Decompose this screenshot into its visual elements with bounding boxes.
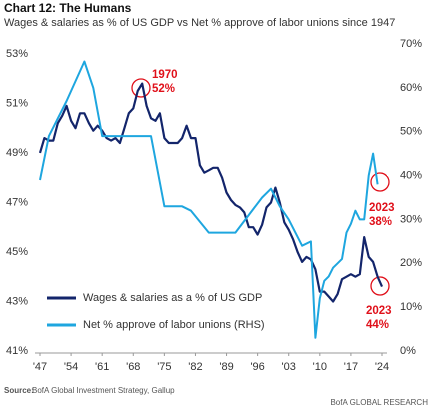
annotation: 38% [369, 216, 392, 228]
y2-tick-label: 0% [400, 345, 416, 357]
source: BofA Global Investment Strategy, Gallup [32, 386, 175, 395]
legend-label: Wages & salaries as a % of US GDP [83, 292, 262, 304]
y2-tick-label: 10% [400, 301, 422, 313]
series-line [39, 60, 379, 339]
annotation: 2023 [369, 202, 395, 214]
series-line [38, 82, 384, 303]
chart-subtitle: Wages & salaries as % of US GDP vs Net %… [4, 17, 395, 29]
y-tick-label: 47% [6, 196, 28, 208]
source-label: Source: [4, 386, 34, 395]
legend-label: Net % approve of labor unions (RHS) [83, 319, 265, 331]
highlight-circle [131, 78, 151, 98]
y-tick-label: 41% [6, 345, 28, 357]
brand: BofA GLOBAL RESEARCH [330, 398, 428, 407]
x-tick-label: '54 [64, 361, 78, 373]
y2-tick-label: 60% [400, 82, 422, 94]
x-tick-label: '96 [250, 361, 264, 373]
x-tick-label: '03 [282, 361, 296, 373]
x-tick-label: '10 [313, 361, 327, 373]
y2-tick-label: 50% [400, 126, 422, 138]
annotation: 52% [152, 83, 175, 95]
y-tick-label: 45% [6, 246, 28, 258]
chart-title: Chart 12: The Humans [4, 1, 132, 15]
x-tick-label: '82 [188, 361, 202, 373]
x-tick-label: '68 [126, 361, 140, 373]
x-tick-label: '47 [33, 361, 47, 373]
y-tick-label: 43% [6, 295, 28, 307]
x-tick-label: '17 [344, 361, 358, 373]
x-tick-label: '24 [375, 361, 389, 373]
annotation: 44% [366, 319, 389, 331]
highlight-circle [370, 172, 390, 192]
annotation: 2023 [366, 305, 392, 317]
y-tick-label: 53% [6, 48, 28, 60]
x-tick-label: '89 [219, 361, 233, 373]
highlight-circle [370, 276, 390, 296]
x-tick-label: '61 [95, 361, 109, 373]
y2-tick-label: 40% [400, 169, 422, 181]
y2-tick-label: 30% [400, 213, 422, 225]
annotation: 1970 [152, 69, 178, 81]
y2-tick-label: 20% [400, 257, 422, 269]
y-tick-label: 51% [6, 97, 28, 109]
y2-tick-label: 70% [400, 38, 422, 50]
x-tick-label: '75 [157, 361, 171, 373]
y-tick-label: 49% [6, 147, 28, 159]
